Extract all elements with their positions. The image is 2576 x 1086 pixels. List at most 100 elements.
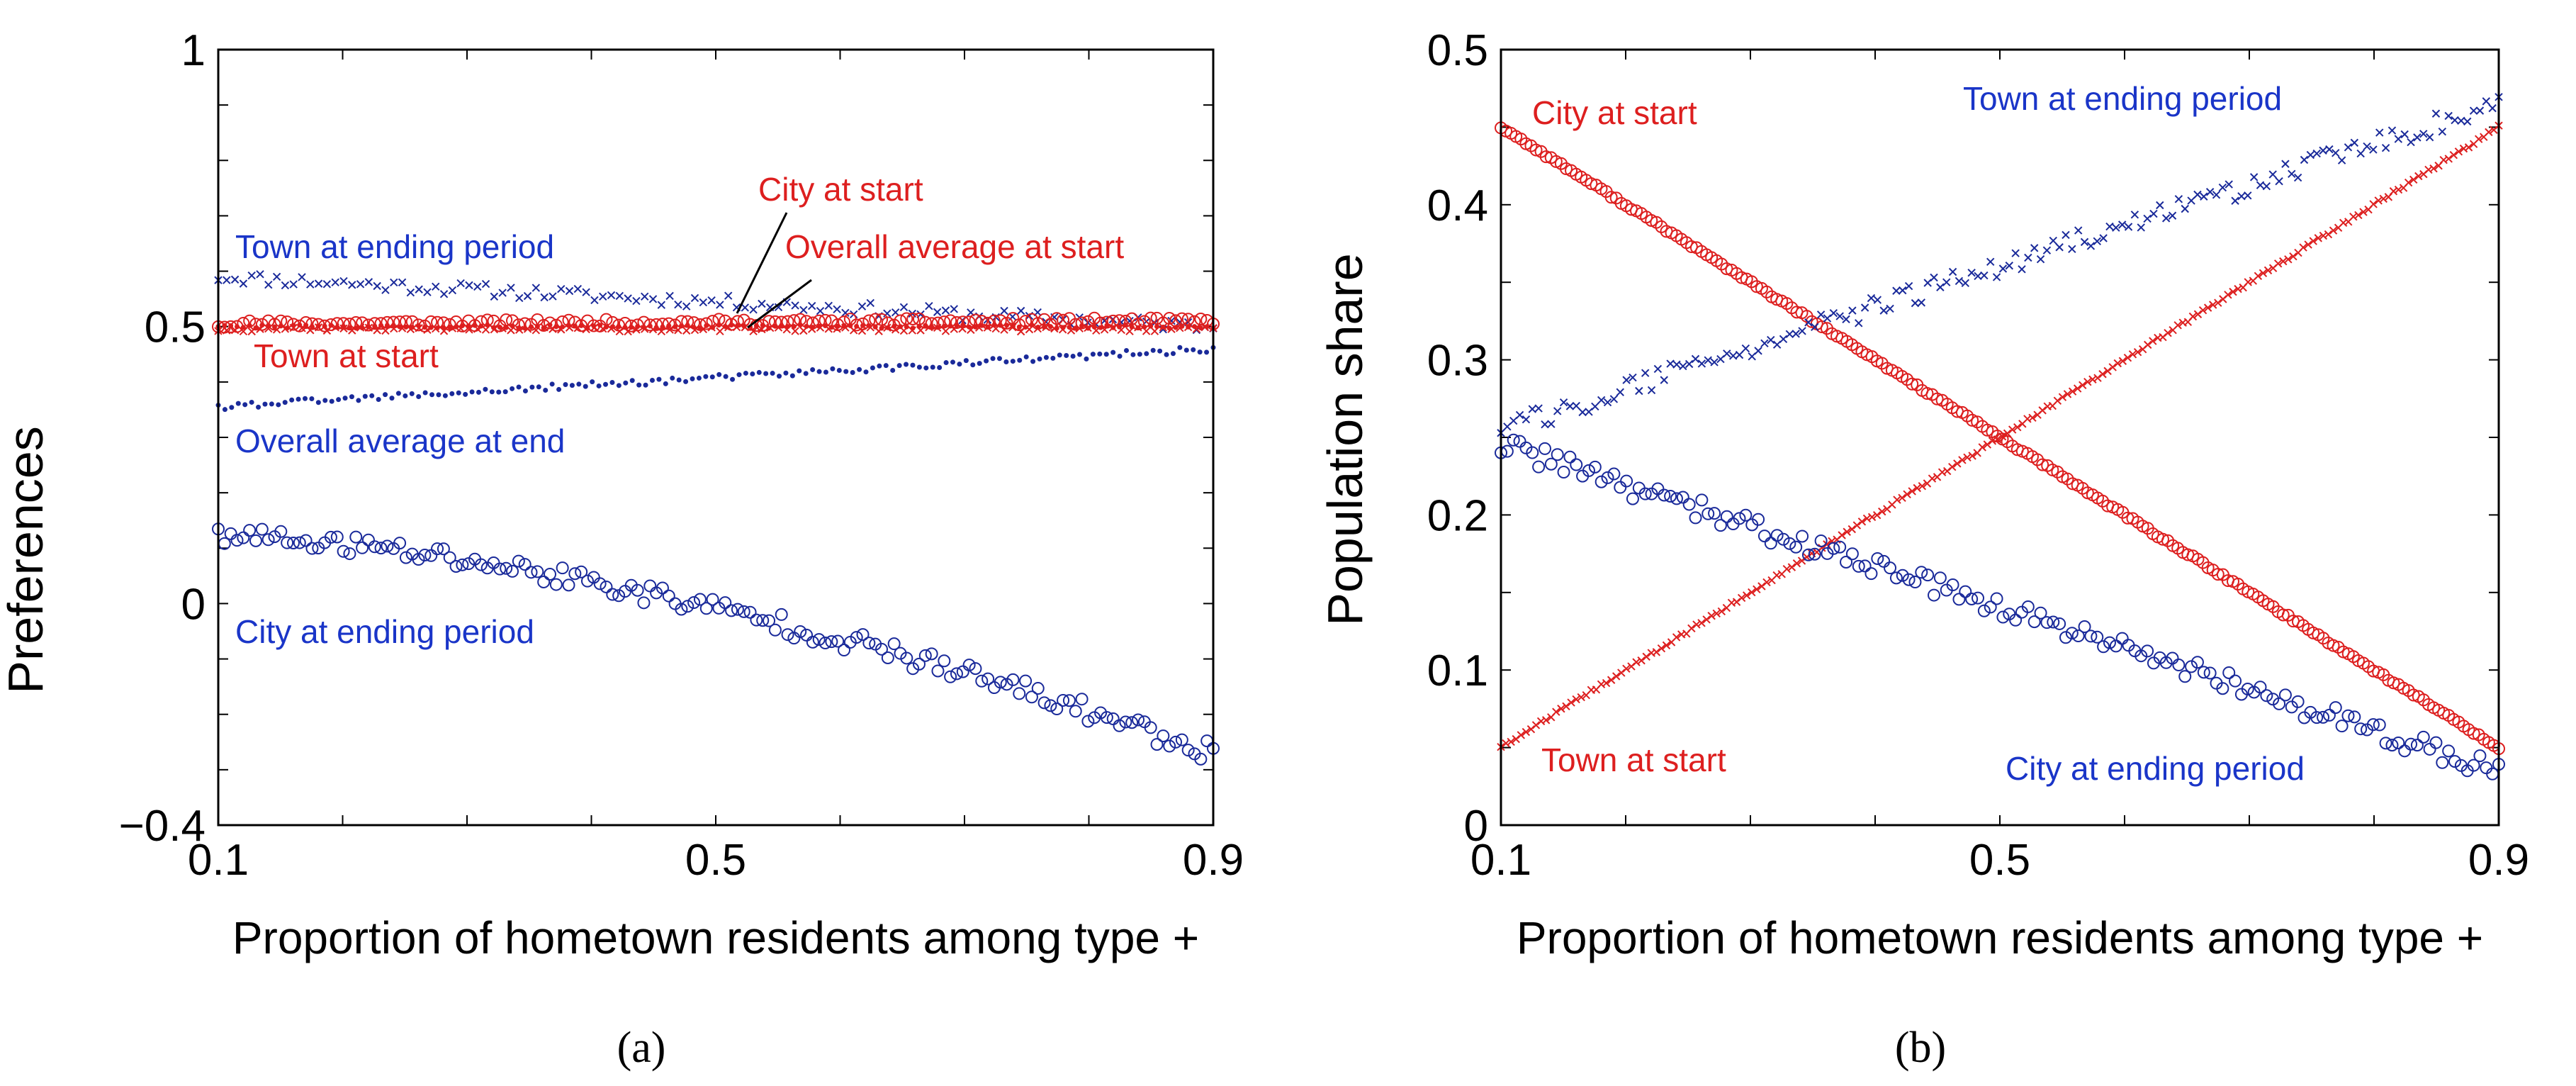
data-point (1928, 588, 1941, 602)
data-point (699, 602, 713, 615)
data-point (331, 323, 339, 332)
data-point (415, 285, 423, 293)
data-point (950, 325, 958, 333)
data-point (1529, 143, 1543, 157)
data-point (797, 323, 803, 328)
data-point (1958, 456, 1967, 464)
data-point (381, 539, 394, 553)
data-point (1860, 303, 1869, 312)
data-point (1658, 488, 1671, 502)
data-point (1877, 554, 1891, 568)
data-point (970, 362, 976, 368)
data-point (943, 360, 949, 366)
data-point (682, 302, 691, 310)
data-point (622, 325, 628, 330)
data-point (2079, 381, 2087, 390)
data-point (1169, 735, 1183, 749)
data-point (395, 391, 401, 396)
data-point (891, 325, 900, 334)
data-point (523, 291, 532, 301)
data-point (918, 649, 932, 662)
series-city-at-ending-period (1495, 433, 2505, 780)
data-point (322, 280, 332, 289)
data-point (281, 281, 290, 290)
data-point (256, 325, 264, 333)
data-point (1862, 514, 1872, 523)
data-point (2312, 149, 2321, 158)
data-point (1547, 420, 1556, 428)
data-point (828, 325, 834, 330)
data-point (1607, 676, 1616, 684)
data-point (612, 589, 626, 603)
data-point (1948, 267, 1957, 276)
data-point (674, 326, 682, 335)
data-point (2187, 196, 2195, 205)
data-point (349, 394, 354, 400)
data-point (272, 272, 281, 281)
data-point (2256, 181, 2265, 189)
data-point (950, 305, 958, 313)
data-point (483, 386, 488, 392)
data-point (1760, 339, 1769, 348)
data-point (269, 401, 274, 407)
data-point (631, 583, 644, 597)
data-point (1782, 564, 1792, 573)
data-point (282, 400, 288, 405)
data-point (1632, 658, 1641, 666)
data-point (473, 325, 482, 333)
data-point (356, 398, 361, 403)
data-point (2341, 709, 2355, 722)
data-point (2439, 156, 2448, 164)
data-point (531, 284, 541, 292)
data-point (1023, 354, 1029, 359)
data-point (616, 383, 621, 388)
data-point (590, 296, 599, 305)
data-point (1672, 633, 1681, 642)
data-point (1562, 702, 1570, 711)
data-point (381, 286, 390, 294)
data-point (362, 393, 368, 399)
data-point (2178, 670, 2192, 683)
data-point (531, 326, 541, 335)
data-point (443, 551, 456, 564)
data-point (1614, 481, 1627, 494)
data-point (2055, 243, 2064, 252)
data-point (1664, 489, 1677, 503)
data-point (1008, 323, 1017, 332)
data-point (950, 667, 963, 681)
data-point (1191, 347, 1196, 352)
data-point (1770, 529, 1784, 542)
data-point (1016, 327, 1025, 336)
data-point (222, 407, 227, 413)
data-point (2354, 211, 2363, 220)
data-point (2036, 254, 2045, 264)
data-point (962, 659, 976, 672)
data-point (1000, 306, 1008, 315)
data-point (1792, 330, 1800, 338)
y-tick-label: 0.3 (1427, 337, 1488, 386)
data-point (1025, 325, 1034, 334)
data-point (343, 547, 356, 561)
data-point (887, 637, 901, 651)
data-point (2028, 413, 2037, 422)
data-point (1612, 672, 1621, 681)
data-point (1515, 410, 1524, 420)
data-point (2164, 328, 2172, 337)
data-point (2400, 130, 2409, 139)
data-point (1714, 519, 1727, 532)
data-point (2310, 711, 2324, 724)
data-point (609, 379, 615, 385)
data-point (536, 384, 541, 390)
data-point (2431, 109, 2441, 118)
data-point (656, 376, 662, 382)
data-point (465, 325, 473, 334)
data-point (863, 369, 869, 375)
data-point (418, 548, 432, 561)
data-point (1042, 323, 1050, 332)
data-point (2018, 265, 2026, 274)
data-point (2193, 190, 2202, 199)
data-point (904, 362, 909, 367)
data-point (264, 324, 273, 333)
x-tick-label: 0.1 (188, 836, 249, 885)
data-point (1000, 325, 1008, 334)
